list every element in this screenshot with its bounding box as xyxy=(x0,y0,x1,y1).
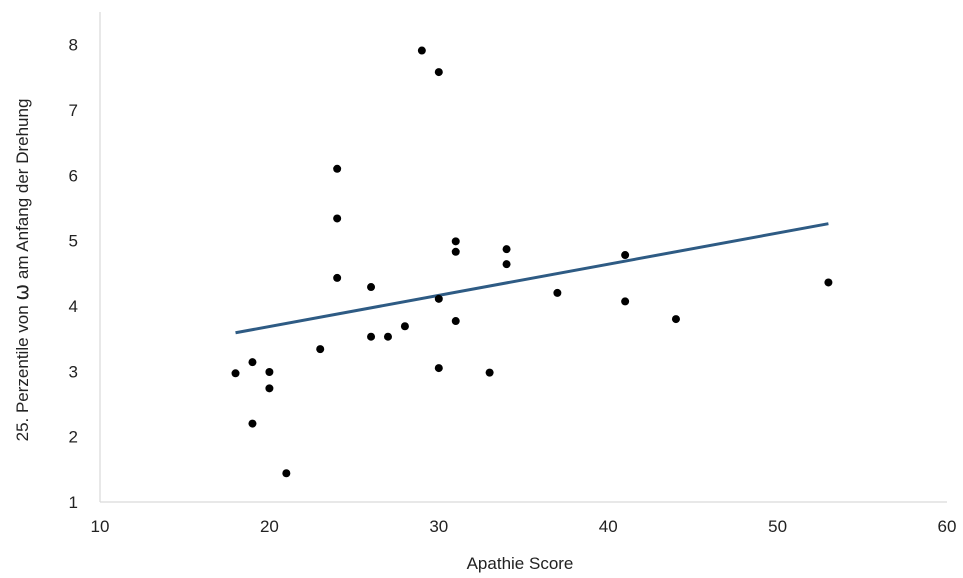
data-point xyxy=(316,345,325,354)
data-point xyxy=(824,278,833,287)
y-tick-label: 8 xyxy=(69,36,78,55)
data-point xyxy=(671,315,680,324)
y-tick-labels: 1 2 3 4 5 6 7 8 xyxy=(69,36,78,512)
x-axis-title: Apathie Score xyxy=(467,554,574,573)
y-tick-label: 4 xyxy=(69,297,78,316)
x-tick-label: 20 xyxy=(260,517,279,536)
x-tick-label: 30 xyxy=(429,517,448,536)
data-point xyxy=(451,237,460,246)
x-tick-labels: 10 20 30 40 50 60 xyxy=(91,517,957,536)
data-point xyxy=(451,247,460,256)
data-point xyxy=(367,332,376,341)
y-axis-title-suffix: am Anfang der Drehung xyxy=(13,99,32,284)
data-point xyxy=(265,367,274,376)
y-tick-label: 3 xyxy=(69,362,78,381)
data-point xyxy=(417,46,426,55)
trendline xyxy=(235,222,829,335)
data-point xyxy=(553,288,562,297)
y-tick-label: 5 xyxy=(69,232,78,251)
data-point xyxy=(333,214,342,223)
data-point xyxy=(265,384,274,393)
plot-area: 10 20 30 40 50 60 1 2 3 4 5 6 7 8 xyxy=(69,12,957,536)
data-point xyxy=(434,364,443,373)
x-tick-label: 10 xyxy=(91,517,110,536)
data-point xyxy=(434,68,443,77)
data-point xyxy=(248,419,257,428)
data-point xyxy=(282,469,291,478)
y-tick-label: 6 xyxy=(69,166,78,185)
x-tick-label: 50 xyxy=(768,517,787,536)
y-tick-label: 1 xyxy=(69,493,78,512)
y-axis-title-symbol: ω xyxy=(9,284,33,301)
data-point xyxy=(502,245,511,254)
y-axis-title: 25. Perzentile von ω am Anfang der Drehu… xyxy=(9,99,33,442)
data-point xyxy=(502,260,511,269)
y-axis-title-prefix: 25. Perzentile von xyxy=(13,301,32,442)
data-point xyxy=(434,294,443,303)
data-point xyxy=(231,369,240,378)
data-points xyxy=(231,46,833,478)
data-point xyxy=(367,283,376,292)
data-point xyxy=(451,317,460,326)
data-point xyxy=(621,251,630,260)
data-point xyxy=(621,297,630,306)
y-tick-label: 2 xyxy=(69,428,78,447)
data-point xyxy=(485,368,494,377)
x-tick-label: 40 xyxy=(599,517,618,536)
y-tick-label: 7 xyxy=(69,101,78,120)
data-point xyxy=(400,322,409,331)
data-point xyxy=(383,332,392,341)
data-point xyxy=(248,358,257,367)
x-tick-label: 60 xyxy=(938,517,957,536)
data-point xyxy=(333,164,342,173)
data-point xyxy=(333,273,342,282)
